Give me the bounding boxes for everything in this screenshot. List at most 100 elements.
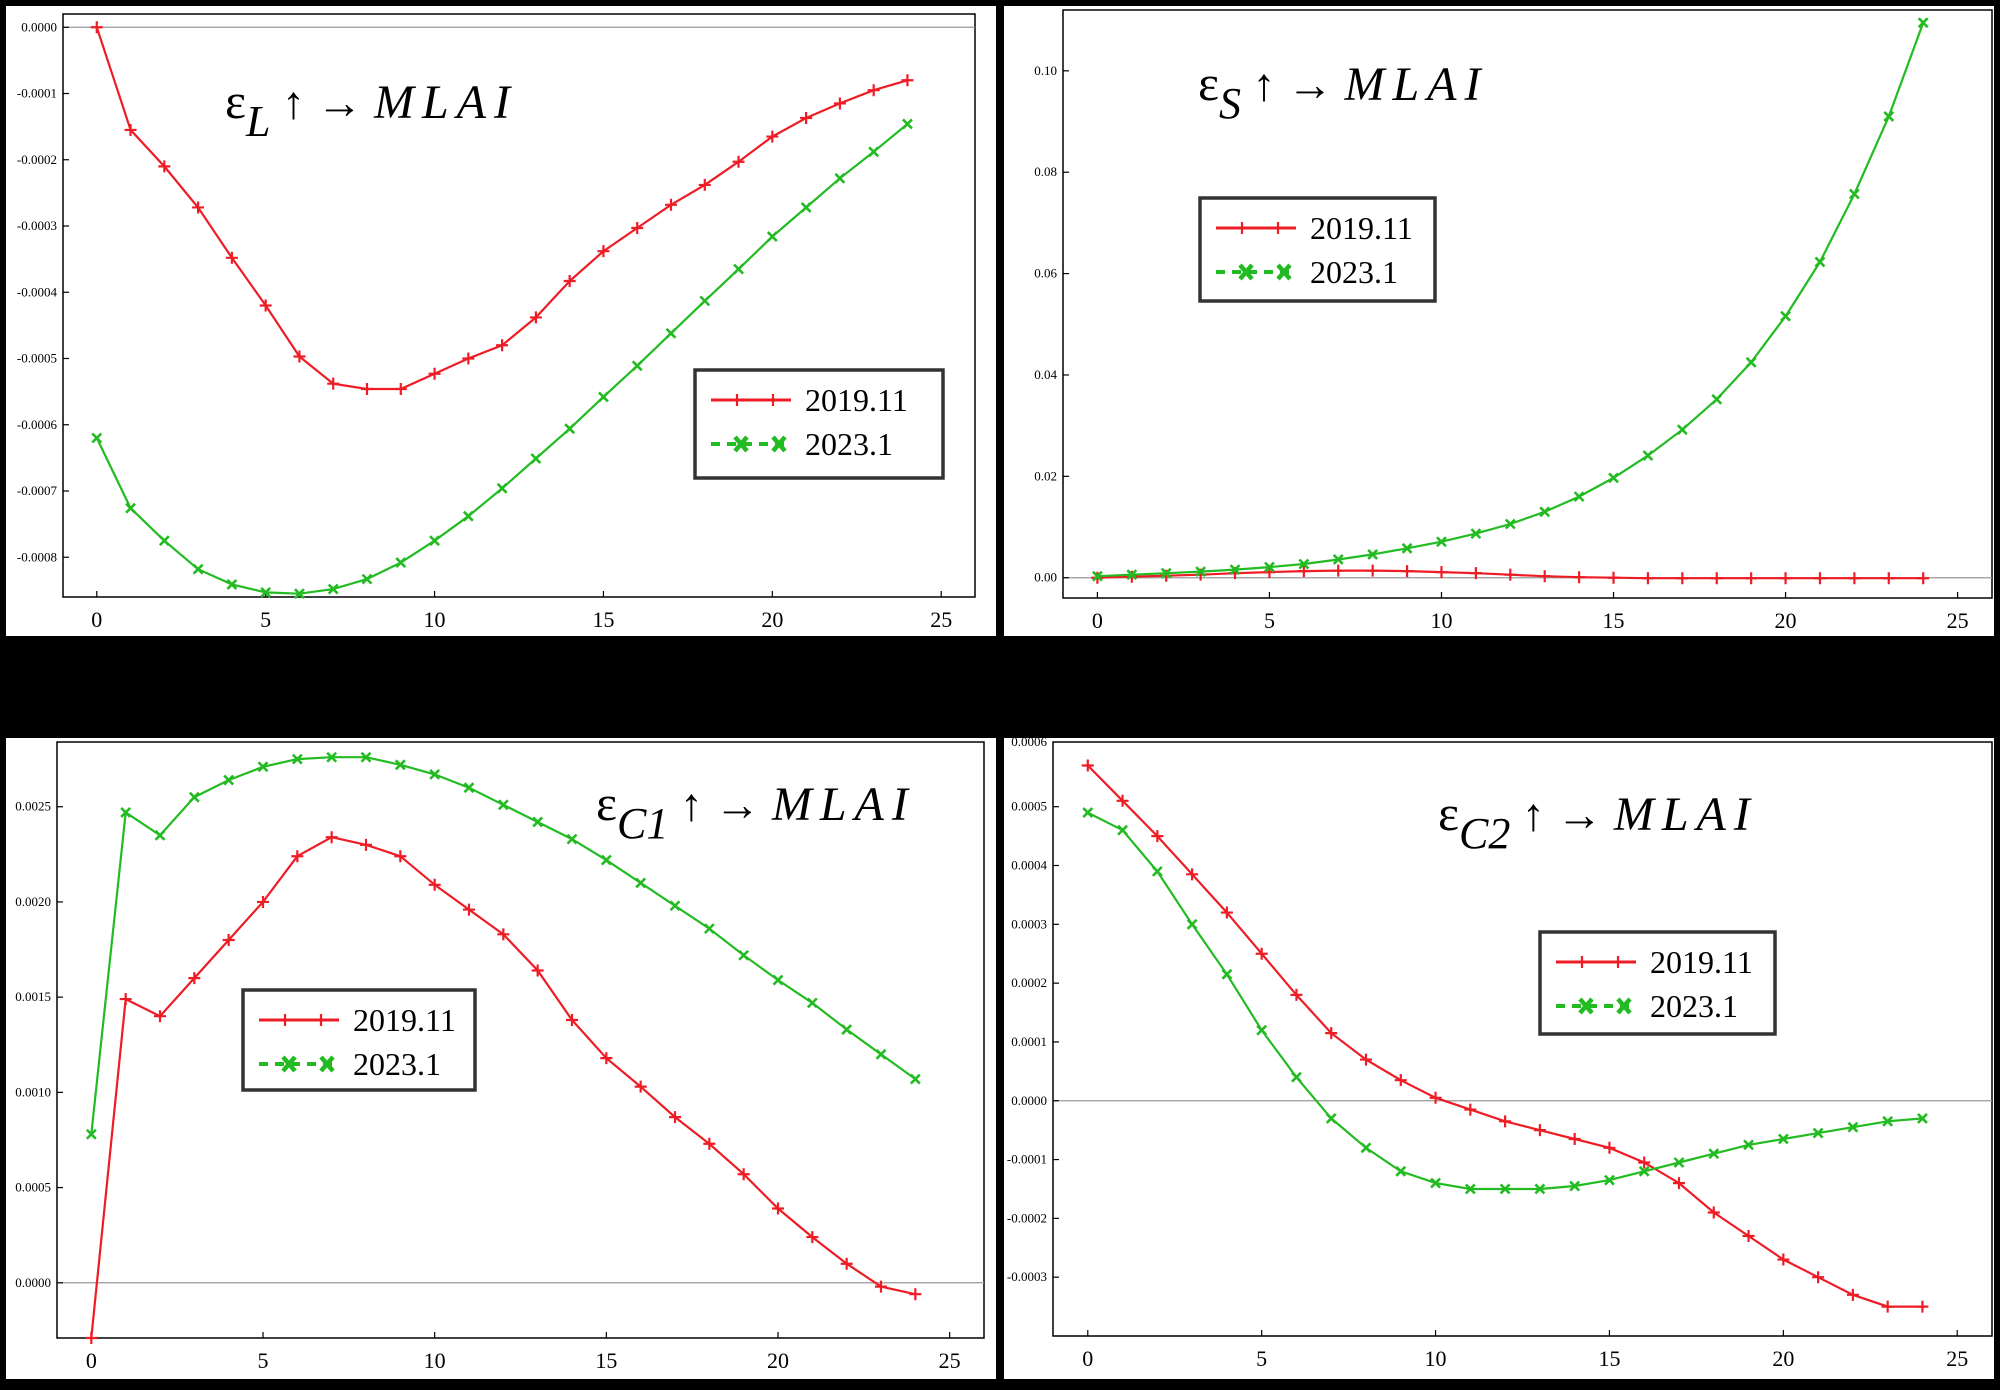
data-point-2023.1-x2 <box>154 829 166 841</box>
data-point-2019.11-x4 <box>225 251 238 264</box>
data-point-2023.1-x13 <box>1539 506 1551 518</box>
data-point-2023.1-x13 <box>530 453 542 464</box>
data-point-2023.1-x10 <box>1436 536 1447 548</box>
chart-panel-2: 0.00 0.02 0.04 0.06 0.08 0.10 0 5 10 15 20 25 εS ↑ →… <box>1004 6 1994 636</box>
x-tick-label: 20 <box>1775 608 1797 633</box>
data-point-2019.11-x21 <box>1812 1271 1825 1284</box>
data-point-2023.1-x18 <box>1708 1148 1720 1160</box>
x-tick-label: 0 <box>86 1348 97 1373</box>
legend: 2019.11 2023.1 <box>1198 196 1437 303</box>
data-point-2019.11-x17 <box>665 198 677 211</box>
y-tick-label: -0.0001 <box>17 86 57 101</box>
data-point-2023.1-x3 <box>1195 566 1207 578</box>
data-point-2023.1-x0 <box>1091 570 1103 582</box>
data-point-2019.11-x1 <box>119 993 132 1006</box>
data-point-2023.1-x11 <box>1470 528 1482 540</box>
data-point-2019.11-x0 <box>1081 759 1094 772</box>
data-point-2023.1-x19 <box>1745 356 1757 368</box>
x-tick-label: 5 <box>260 607 271 632</box>
x-tick-label: 15 <box>592 607 614 632</box>
x-tick-label: 10 <box>424 1348 446 1373</box>
legend: 2019.11 2023.1 <box>241 988 477 1092</box>
data-point-2023.1-x17 <box>1673 1157 1685 1168</box>
data-point-2023.1-x10 <box>429 768 441 780</box>
data-point-2023.1-x14 <box>566 833 578 845</box>
data-point-2023.1-x11 <box>1464 1183 1476 1195</box>
data-point-2019.11-x10 <box>428 878 441 891</box>
data-point-2019.11-x22 <box>840 1257 853 1270</box>
legend-marker <box>1238 263 1254 281</box>
data-point-2019.11-x2 <box>1151 830 1164 843</box>
data-point-2019.11-x16 <box>631 221 644 234</box>
data-point-2023.1-x5 <box>1264 561 1275 573</box>
data-point-2023.1-x12 <box>1499 1183 1511 1195</box>
data-point-2019.11-x17 <box>1673 1177 1685 1190</box>
data-point-2023.1-x16 <box>1642 450 1654 461</box>
data-point-2023.1-x19 <box>733 263 744 275</box>
data-point-2019.11-x20 <box>766 130 779 143</box>
data-point-2019.11-x8 <box>361 382 373 395</box>
title-epsilon: ε <box>225 73 246 129</box>
data-point-2019.11-x15 <box>1607 571 1620 584</box>
data-point-2019.11-x13 <box>1538 570 1551 583</box>
data-point-2019.11-x12 <box>1504 568 1517 581</box>
legend-label: 2019.11 <box>1650 944 1753 980</box>
data-point-2019.11-x7 <box>1332 564 1345 577</box>
x-tick-label: 0 <box>91 607 102 632</box>
data-point-2019.11-x8 <box>1366 564 1379 577</box>
data-point-2023.1-x0 <box>85 1128 97 1140</box>
data-point-2023.1-x19 <box>738 949 750 961</box>
data-point-2019.11-x6 <box>291 850 304 863</box>
legend-marker <box>771 435 787 453</box>
data-point-2023.1-x5 <box>260 586 272 598</box>
data-point-2019.11-x16 <box>1638 1156 1651 1169</box>
data-point-2023.1-x20 <box>772 974 784 986</box>
data-point-2023.1-x5 <box>257 761 269 773</box>
y-tick-label: -0.0003 <box>1007 1269 1047 1284</box>
data-point-2023.1-x3 <box>1186 918 1198 930</box>
plot-frame <box>1062 9 1993 599</box>
data-point-2023.1-x7 <box>327 583 339 595</box>
data-point-2023.1-x9 <box>394 759 406 771</box>
data-point-2019.11-x19 <box>737 1168 750 1181</box>
data-point-2023.1-x10 <box>1430 1177 1441 1189</box>
legend-label: 2019.11 <box>1310 210 1413 246</box>
data-point-2019.11-x14 <box>563 274 576 287</box>
y-tick-label: -0.0004 <box>17 284 58 299</box>
panel-title: εL ↑ → MLAI <box>225 73 518 146</box>
data-point-2023.1-x7 <box>326 751 338 763</box>
data-point-2023.1-x11 <box>462 510 474 522</box>
data-point-2023.1-x13 <box>532 816 544 828</box>
data-point-2019.11-x6 <box>1290 988 1303 1001</box>
data-point-2019.11-x14 <box>1573 571 1586 584</box>
data-point-2019.11-x12 <box>496 339 509 352</box>
data-point-2023.1-x1 <box>120 807 132 818</box>
y-tick-label: 0.0000 <box>1011 1093 1047 1108</box>
data-point-2023.1-x2 <box>158 535 170 547</box>
x-tick-label: 5 <box>1264 608 1275 633</box>
data-point-2023.1-x0 <box>91 432 103 444</box>
y-tick-label: 0.10 <box>1034 63 1057 78</box>
data-point-2019.11-x3 <box>192 201 205 214</box>
y-tick-label: -0.0008 <box>17 549 57 564</box>
data-point-2019.11-x22 <box>1848 572 1861 585</box>
title-target: MLAI <box>1613 788 1758 841</box>
y-tick-label: -0.0006 <box>17 417 58 432</box>
data-point-2019.11-x16 <box>634 1080 647 1093</box>
data-point-2019.11-x19 <box>1742 1230 1755 1243</box>
data-point-2023.1-x16 <box>1638 1165 1650 1177</box>
data-point-2019.11-x20 <box>1777 1253 1790 1266</box>
data-point-2023.1-x16 <box>631 360 643 372</box>
data-point-2023.1-x4 <box>1221 968 1233 980</box>
data-point-2019.11-x23 <box>1882 572 1895 585</box>
data-point-2019.11-x13 <box>531 964 544 977</box>
data-point-2023.1-x8 <box>360 751 372 763</box>
data-point-2023.1-x12 <box>497 799 509 811</box>
data-point-2019.11-x9 <box>394 850 407 863</box>
y-tick-label: 0.0025 <box>15 799 51 814</box>
data-point-2023.1-x18 <box>699 295 711 307</box>
data-point-2019.11-x17 <box>1676 572 1689 585</box>
y-tick-label: -0.0007 <box>17 483 58 498</box>
data-point-2019.11-x6 <box>293 350 306 363</box>
data-point-2019.11-x0 <box>90 21 103 34</box>
